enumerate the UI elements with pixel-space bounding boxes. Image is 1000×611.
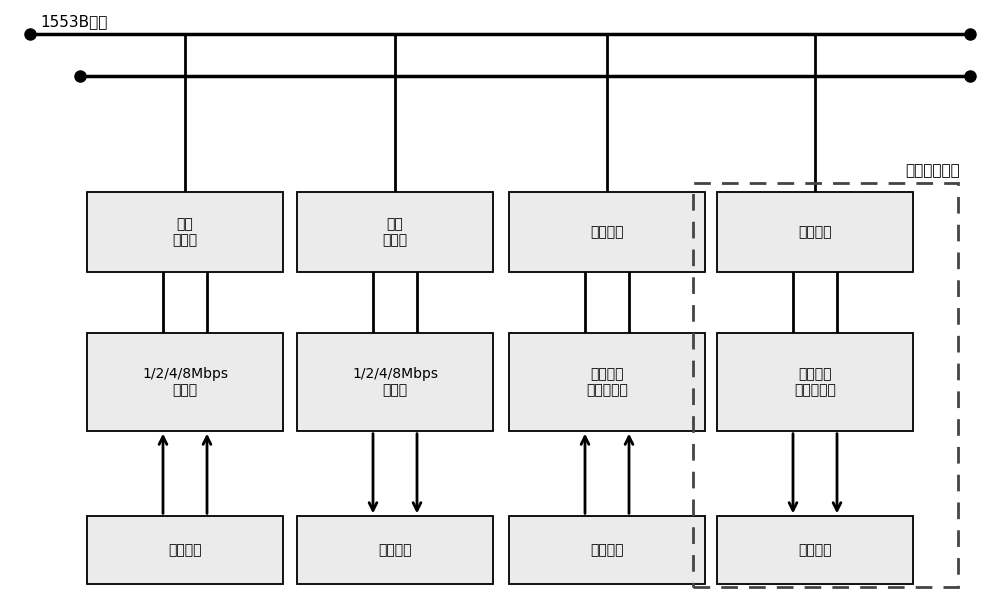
Text: 模拟前端: 模拟前端 — [798, 225, 832, 239]
Bar — [87, 192, 283, 272]
Bar — [297, 192, 493, 272]
Bar — [87, 516, 283, 584]
Bar — [509, 516, 705, 584]
Text: 1553B总线: 1553B总线 — [40, 13, 107, 29]
Bar — [717, 192, 913, 272]
Bar — [717, 333, 913, 431]
Bar — [87, 333, 283, 431]
Text: 耦合
变压器: 耦合 变压器 — [172, 217, 198, 247]
Text: 低速数据: 低速数据 — [378, 543, 412, 557]
Text: 1/2/4/8Mbps
发射端: 1/2/4/8Mbps 发射端 — [142, 367, 228, 397]
Bar — [297, 333, 493, 431]
Text: 带宽扩展
高速发射端: 带宽扩展 高速发射端 — [586, 367, 628, 397]
Text: 本发明的位置: 本发明的位置 — [905, 164, 960, 178]
Bar — [717, 516, 913, 584]
Bar — [509, 333, 705, 431]
Text: 耦合
变压器: 耦合 变压器 — [382, 217, 408, 247]
Text: 高速数据: 高速数据 — [590, 543, 624, 557]
Text: 带宽扩展
高速接收端: 带宽扩展 高速接收端 — [794, 367, 836, 397]
Bar — [509, 192, 705, 272]
Text: 高速数据: 高速数据 — [798, 543, 832, 557]
Text: 模拟前端: 模拟前端 — [590, 225, 624, 239]
Bar — [297, 516, 493, 584]
Bar — [693, 183, 958, 587]
Text: 1/2/4/8Mbps
接收端: 1/2/4/8Mbps 接收端 — [352, 367, 438, 397]
Text: 低速数据: 低速数据 — [168, 543, 202, 557]
